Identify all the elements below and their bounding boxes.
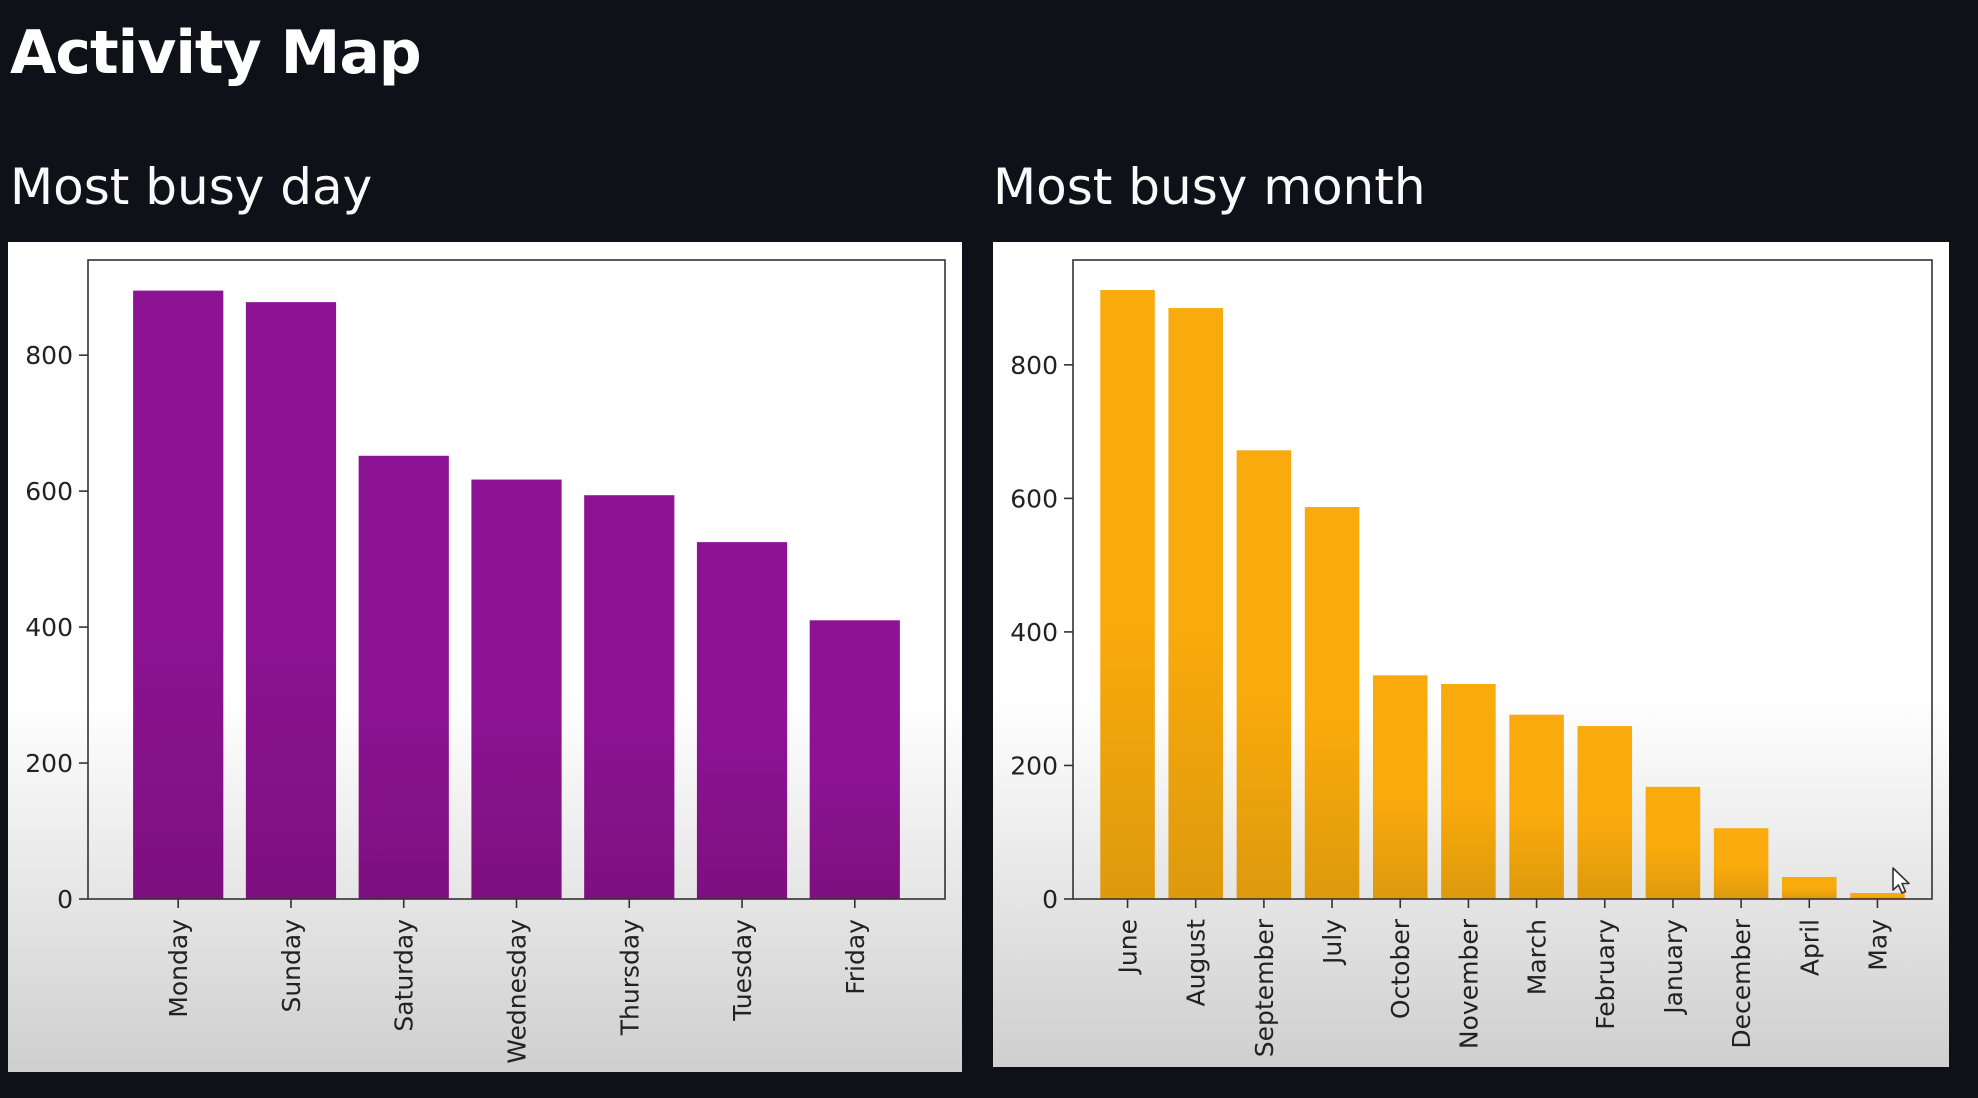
month-bar-september	[1236, 450, 1292, 899]
day-x-tick-label: Saturday	[390, 919, 419, 1032]
day-y-tick-label: 600	[25, 477, 73, 506]
day-bar-tuesday	[696, 542, 788, 899]
day-x-tick-label: Sunday	[277, 919, 306, 1013]
day-x-tick-label: Monday	[164, 919, 193, 1018]
day-x-tick-label: Wednesday	[503, 919, 532, 1064]
day-bar-friday	[809, 620, 900, 899]
month-x-tick-label: March	[1523, 919, 1552, 995]
page-title: Activity Map	[10, 18, 422, 88]
month-x-tick-label: July	[1318, 919, 1347, 966]
month-y-tick-label: 400	[1010, 618, 1058, 647]
month-x-tick-label: December	[1727, 918, 1756, 1048]
day-y-tick-label: 800	[25, 341, 73, 370]
busy-day-chart-panel: Monday Sunday Saturday Wednesday Thursday Tue…	[8, 242, 962, 1072]
month-y-tick-label: 200	[1010, 751, 1058, 780]
day-x-tick-label: Tuesday	[728, 919, 757, 1022]
month-x-tick-label: October	[1386, 918, 1415, 1019]
month-bar-april	[1782, 876, 1837, 899]
month-x-tick-label: November	[1454, 918, 1483, 1049]
month-x-tick-label: January	[1659, 919, 1688, 1016]
month-bar-january	[1645, 786, 1701, 899]
month-x-tick-label: February	[1591, 919, 1620, 1030]
month-bar-june	[1100, 290, 1155, 899]
month-axes-frame	[1072, 259, 1933, 900]
month-bar-december	[1713, 828, 1769, 899]
day-axes-frame	[87, 259, 946, 900]
month-bar-october	[1372, 675, 1428, 899]
month-y-tick-label: 0	[1042, 885, 1058, 914]
month-x-tick-label: September	[1250, 918, 1279, 1057]
day-bar-wednesday	[471, 479, 562, 899]
month-bar-july	[1304, 507, 1360, 899]
day-bar-sunday	[245, 302, 337, 899]
busy-month-chart: June August September July October November Ma…	[1010, 259, 1933, 1057]
month-x-tick-label: June	[1114, 919, 1143, 975]
month-bar-august	[1168, 308, 1223, 899]
month-y-tick-label: 800	[1010, 351, 1058, 380]
day-bar-thursday	[584, 495, 675, 899]
mouse-pointer-icon	[1892, 867, 1910, 894]
day-x-tick-label: Friday	[841, 919, 870, 995]
day-y-tick-label: 200	[25, 749, 73, 778]
day-y-tick-label: 0	[57, 885, 73, 914]
busy-day-heading: Most busy day	[10, 158, 373, 216]
busy-month-heading: Most busy month	[993, 158, 1426, 216]
month-x-tick-label: May	[1863, 919, 1892, 971]
busy-month-chart-panel: June August September July October November Ma…	[993, 242, 1949, 1067]
month-bar-february	[1577, 726, 1633, 899]
month-x-tick-label: August	[1182, 919, 1211, 1007]
day-bar-monday	[133, 290, 224, 900]
month-bar-march	[1509, 714, 1564, 899]
month-bar-november	[1441, 684, 1496, 899]
month-bar-may	[1850, 892, 1905, 899]
busy-day-chart: Monday Sunday Saturday Wednesday Thursday Tue…	[25, 259, 946, 1064]
day-bar-saturday	[358, 455, 449, 899]
day-x-tick-label: Thursday	[615, 919, 644, 1036]
month-x-tick-label: April	[1795, 919, 1824, 976]
month-y-tick-label: 600	[1010, 484, 1058, 513]
day-y-tick-label: 400	[25, 613, 73, 642]
